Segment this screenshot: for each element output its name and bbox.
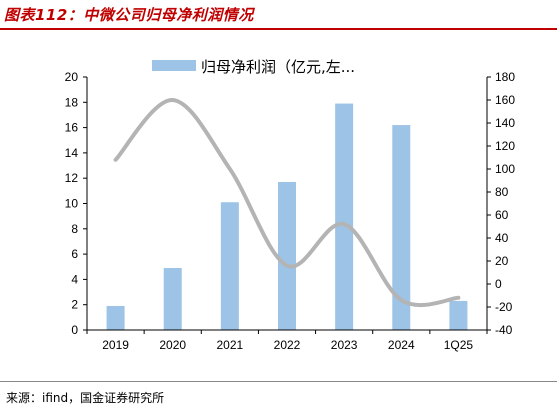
left-tick-label: 6 bbox=[71, 247, 78, 261]
title-rule bbox=[0, 28, 557, 30]
bars bbox=[106, 103, 468, 330]
figure-title: 图表112：中微公司归母净利润情况 bbox=[4, 6, 254, 24]
left-tick-label: 2 bbox=[71, 298, 78, 312]
x-tick-label: 2019 bbox=[102, 338, 129, 352]
right-tick-label: 60 bbox=[495, 208, 509, 222]
left-tick-label: 0 bbox=[71, 323, 78, 337]
bar-2020 bbox=[163, 268, 182, 330]
left-tick-label: 18 bbox=[65, 95, 79, 109]
x-tick-label: 1Q25 bbox=[444, 338, 474, 352]
left-tick-label: 16 bbox=[65, 121, 79, 135]
right-tick-label: 20 bbox=[495, 254, 509, 268]
bar-2021 bbox=[220, 202, 239, 330]
right-tick-label: 0 bbox=[495, 277, 502, 291]
right-tick-label: -40 bbox=[495, 323, 513, 337]
right-tick-label: 120 bbox=[495, 139, 515, 153]
left-tick-label: 12 bbox=[65, 171, 79, 185]
left-tick-label: 4 bbox=[71, 272, 78, 286]
bar-1Q25 bbox=[449, 300, 468, 330]
x-tick-label: 2024 bbox=[388, 338, 415, 352]
right-tick-label: 80 bbox=[495, 185, 509, 199]
right-tick-label: 180 bbox=[495, 70, 515, 84]
x-tick-label: 2023 bbox=[331, 338, 358, 352]
right-tick-label: 160 bbox=[495, 93, 515, 107]
right-axis: -40 -20 0 20 40 60 80 100 120 140 160 180 bbox=[486, 70, 515, 337]
left-axis: 0 2 4 6 8 10 12 14 16 18 20 bbox=[65, 70, 88, 337]
x-tick-label: 2022 bbox=[274, 338, 301, 352]
right-tick-label: 40 bbox=[495, 231, 509, 245]
left-tick-label: 20 bbox=[65, 70, 79, 84]
left-tick-label: 14 bbox=[65, 146, 79, 160]
source-rule bbox=[0, 381, 557, 382]
legend-swatch bbox=[152, 60, 196, 71]
source-note: 来源：ifind，国金证券研究所 bbox=[6, 391, 165, 405]
bar-2023 bbox=[335, 103, 354, 330]
line-layer bbox=[113, 98, 461, 308]
x-axis: 2019 2020 2021 2022 2023 2024 1Q25 bbox=[86, 329, 488, 352]
x-tick-label: 2020 bbox=[159, 338, 186, 352]
x-tick-label: 2021 bbox=[217, 338, 244, 352]
bar-2022 bbox=[278, 181, 296, 330]
right-tick-label: 140 bbox=[495, 116, 515, 130]
right-tick-label: 100 bbox=[495, 162, 515, 176]
bar-2019 bbox=[106, 305, 125, 330]
left-tick-label: 10 bbox=[65, 197, 79, 211]
left-tick-label: 8 bbox=[71, 222, 78, 236]
right-tick-label: -20 bbox=[495, 300, 513, 314]
legend-label: 归母净利润（亿元,左... bbox=[201, 58, 355, 76]
legend: 归母净利润（亿元,左... bbox=[152, 58, 355, 76]
bar-2024 bbox=[392, 125, 411, 330]
